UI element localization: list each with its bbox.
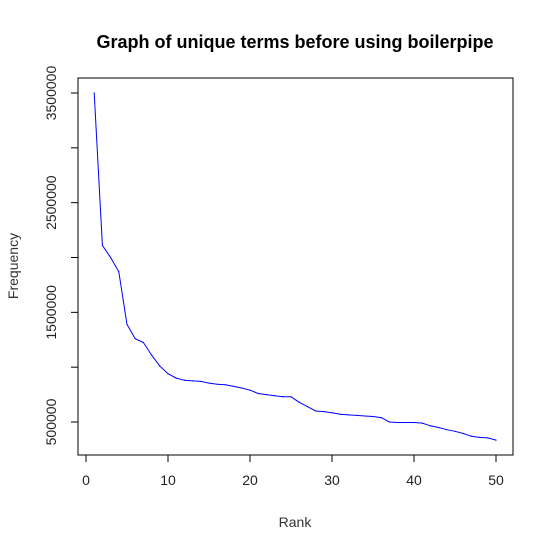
data-point <box>298 401 300 403</box>
data-point <box>347 414 349 416</box>
data-point <box>462 432 464 435</box>
data-point <box>241 387 243 389</box>
data-point <box>380 417 382 419</box>
y-tick-label: 3500000 <box>43 66 59 121</box>
data-point <box>323 410 325 413</box>
data-point <box>192 380 194 382</box>
data-point <box>372 415 374 418</box>
y-axis-label: Frequency <box>5 233 21 299</box>
x-tick-label: 10 <box>160 472 176 488</box>
data-point <box>413 421 415 424</box>
data-point <box>200 380 202 383</box>
series-line-0 <box>93 92 497 441</box>
x-tick-label: 50 <box>488 472 504 488</box>
data-point <box>93 92 95 94</box>
data-point <box>290 396 292 398</box>
data-point <box>233 385 235 387</box>
data-point <box>167 373 169 375</box>
data-point <box>151 354 153 356</box>
data-point <box>315 410 317 412</box>
data-point <box>356 414 358 417</box>
data-point <box>282 396 284 398</box>
data-point <box>118 271 120 273</box>
data-point <box>446 429 448 431</box>
data-point <box>397 421 399 424</box>
data-point <box>101 244 103 247</box>
data-point <box>331 412 333 414</box>
y-tick-label: 2500000 <box>43 175 59 230</box>
data-point <box>126 323 128 325</box>
data-point <box>339 413 341 415</box>
data-point <box>249 389 251 391</box>
x-tick-label: 30 <box>324 472 340 488</box>
data-point <box>159 365 161 367</box>
data-point <box>142 341 144 344</box>
plot-frame <box>77 77 514 456</box>
series-layer <box>93 92 497 441</box>
data-point <box>405 421 407 424</box>
data-point <box>208 382 210 384</box>
y-tick-label: 500000 <box>43 398 59 445</box>
data-point <box>421 422 423 424</box>
y-tick-label: 1500000 <box>43 285 59 340</box>
x-tick-label: 40 <box>406 472 422 488</box>
data-point <box>274 395 276 397</box>
data-point <box>364 415 366 417</box>
x-tick-label: 20 <box>242 472 258 488</box>
data-point <box>479 436 481 438</box>
data-point <box>183 379 185 381</box>
data-point <box>265 393 267 396</box>
data-point <box>257 392 259 395</box>
data-point <box>429 425 431 427</box>
data-point <box>110 256 112 259</box>
data-point <box>470 435 472 437</box>
data-point <box>487 437 489 439</box>
data-point <box>306 406 308 408</box>
x-axis: 0 10 20 30 40 50 <box>82 454 504 488</box>
x-axis-label: Rank <box>279 514 313 530</box>
data-point <box>224 384 226 386</box>
data-point <box>454 430 456 432</box>
data-point <box>438 426 440 429</box>
chart-title: Graph of unique terms before using boile… <box>96 32 493 52</box>
y-axis: 500000 1500000 2500000 3500000 <box>43 66 79 445</box>
data-point <box>134 338 136 340</box>
x-tick-label: 0 <box>82 472 90 488</box>
data-point <box>388 421 390 423</box>
data-point <box>175 377 177 379</box>
data-point <box>495 439 497 441</box>
data-point <box>216 383 218 385</box>
